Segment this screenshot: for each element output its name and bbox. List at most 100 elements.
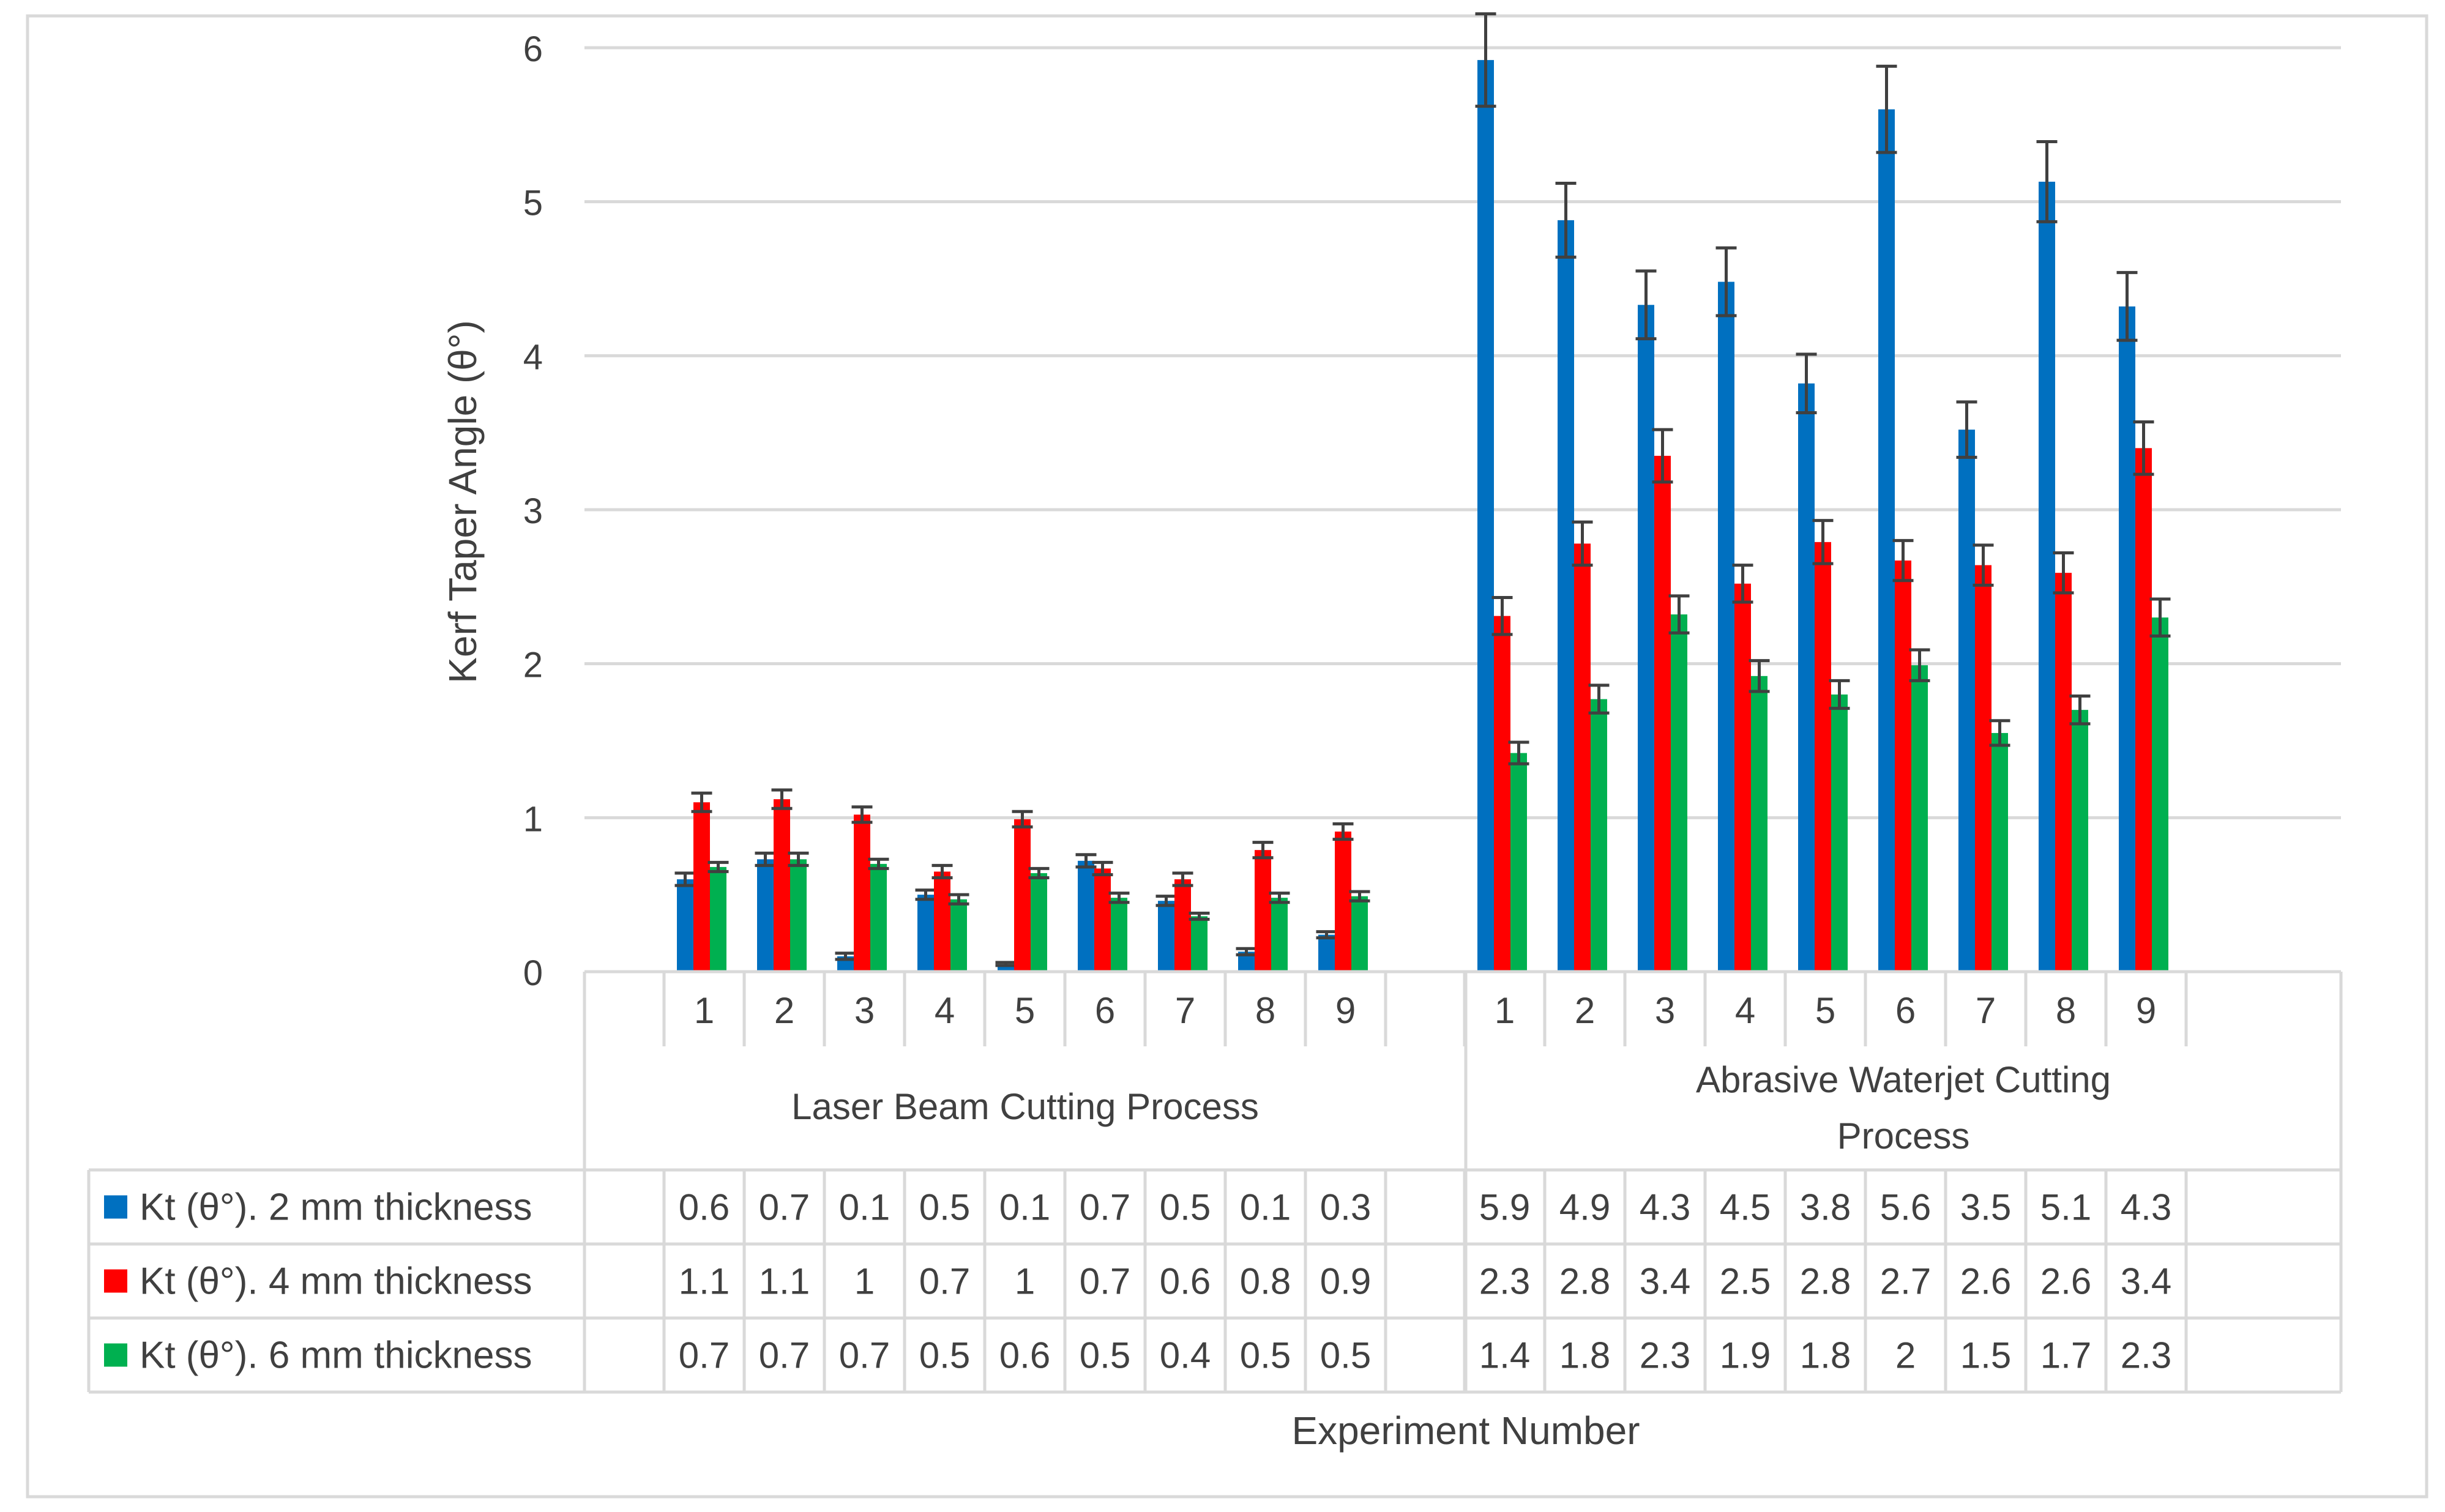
error-bar [1732,564,1753,604]
error-bar [948,893,969,906]
error-bar [1749,659,1770,693]
group-label: Laser Beam Cutting Process [791,1086,1259,1127]
error-bar [915,888,936,901]
error-bar [835,952,856,961]
error-bar [755,851,776,867]
error-bar [1075,853,1097,869]
table-value: 0.7 [839,1335,890,1376]
table-value: 2.8 [1559,1261,1610,1302]
error-bar [1172,871,1193,887]
bar [677,879,693,972]
table-value: 4.9 [1559,1187,1610,1228]
error-bar [2069,695,2091,726]
table-value: 1.5 [1960,1335,2011,1376]
table-value: 2.5 [1720,1261,1771,1302]
bar [1094,868,1111,972]
error-bar [1269,892,1290,904]
y-tick-label: 4 [523,337,543,377]
table-value: 0.7 [679,1335,730,1376]
bar [1975,565,1991,972]
legend-label: Kt (θ°). 4 mm thickness [140,1261,532,1303]
bar [693,802,710,972]
bar [917,895,934,972]
error-bar [1332,822,1354,841]
bar [1591,699,1607,972]
category-label: 8 [1255,990,1275,1031]
table-value: 1.8 [1800,1335,1851,1376]
legend-label: Kt (θ°). 2 mm thickness [140,1186,532,1229]
bar [1078,860,1094,972]
error-bar [1892,538,1914,583]
error-bar [1012,810,1033,829]
bar [1654,455,1671,972]
table-value: 4.3 [1640,1187,1690,1228]
bar [1477,60,1494,972]
table-value: 1.1 [759,1261,810,1302]
bar [757,859,774,972]
table-value: 0.9 [1320,1261,1371,1302]
error-bar [1475,12,1496,108]
bar [1574,543,1591,972]
category-label: 7 [1175,990,1195,1031]
bar [1878,109,1895,972]
y-tick-label: 0 [523,953,543,993]
category-label: 1 [694,990,714,1031]
category-label: 4 [1735,990,1755,1031]
table-value: 0.6 [999,1335,1050,1376]
table-value: 0.5 [1320,1335,1371,1376]
bar [1351,896,1368,972]
error-bar [1349,890,1370,903]
category-label: 1 [1495,990,1515,1031]
table-value: 3.4 [2121,1261,2171,1302]
y-tick-label: 5 [523,184,543,223]
y-tick-label: 6 [523,29,543,69]
table-value: 1.9 [1720,1335,1771,1376]
table-value: 0.4 [1160,1335,1211,1376]
table-value: 2.6 [1960,1261,2011,1302]
table-value: 5.9 [1479,1187,1530,1228]
table-value: 0.6 [679,1187,730,1228]
bar [1815,542,1831,972]
error-bar [1092,860,1113,876]
bar [710,866,726,972]
table-value: 0.1 [1240,1187,1291,1228]
error-bar [1491,595,1513,636]
error-bar [1155,895,1177,907]
table-value: 0.7 [919,1261,970,1302]
table-value: 1.1 [679,1261,730,1302]
category-label: 4 [935,990,955,1031]
bar [1895,560,1911,972]
table-value: 1 [854,1261,875,1302]
x-axis-title: Experiment Number [1291,1409,1640,1453]
bar [2135,448,2152,972]
error-bar [1555,181,1577,259]
bar [1318,934,1335,972]
legend-label: Kt (θ°). 6 mm thickness [140,1335,532,1377]
bar [1958,430,1975,972]
error-bar [1252,841,1274,860]
bar [790,859,807,972]
error-bar [2133,420,2154,476]
category-label: 3 [854,990,875,1031]
bar [2039,181,2055,972]
bar [1255,850,1271,972]
y-axis-title: Kerf Taper Angle (θ°) [441,320,485,683]
table-value: 2.7 [1880,1261,1931,1302]
table-value: 2.6 [2040,1261,2091,1302]
bar [1111,898,1127,972]
error-bar [771,788,793,810]
error-bar [1028,866,1050,879]
bar [1158,901,1174,972]
bar [934,871,950,972]
bar [1718,281,1734,972]
legend-key [104,1195,127,1219]
bar [1751,676,1767,972]
table-value: 0.7 [759,1187,810,1228]
table-value: 4.3 [2121,1187,2171,1228]
y-axis: 0 1 2 3 4 5 6 [523,29,543,993]
bar [1031,873,1047,972]
table-value: 0.1 [999,1187,1050,1228]
y-tick-label: 1 [523,799,543,839]
category-label: 2 [1575,990,1595,1031]
table-value: 5.1 [2040,1187,2091,1228]
